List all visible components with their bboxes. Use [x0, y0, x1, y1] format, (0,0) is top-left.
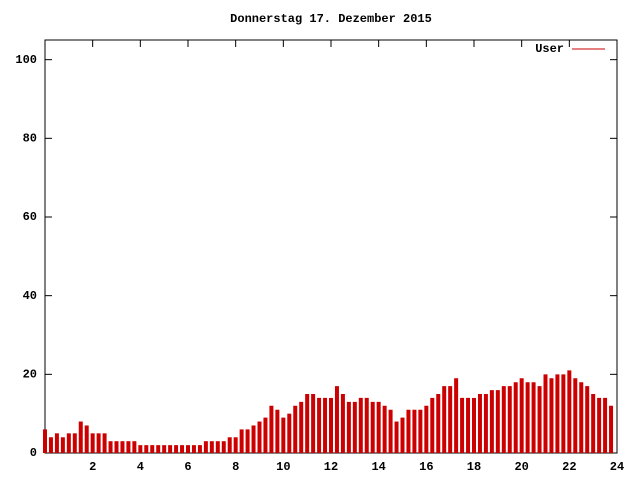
y-tick-label: 0: [30, 446, 37, 460]
x-tick-label: 14: [371, 460, 385, 474]
x-tick-label: 10: [276, 460, 290, 474]
x-tick-label: 18: [467, 460, 481, 474]
legend-label: User: [535, 42, 564, 56]
x-tick-label: 4: [137, 460, 144, 474]
x-tick-label: 22: [562, 460, 576, 474]
x-tick-label: 16: [419, 460, 433, 474]
chart-title: Donnerstag 17. Dezember 2015: [230, 12, 432, 26]
x-tick-label: 12: [324, 460, 338, 474]
y-tick-label: 20: [23, 368, 37, 382]
y-tick-label: 60: [23, 210, 37, 224]
y-tick-label: 100: [15, 53, 37, 67]
y-tick-label: 40: [23, 289, 37, 303]
x-tick-label: 8: [232, 460, 239, 474]
x-tick-label: 20: [514, 460, 528, 474]
x-tick-label: 2: [89, 460, 96, 474]
x-tick-label: 6: [184, 460, 191, 474]
y-tick-label: 80: [23, 132, 37, 146]
x-tick-label: 24: [610, 460, 624, 474]
